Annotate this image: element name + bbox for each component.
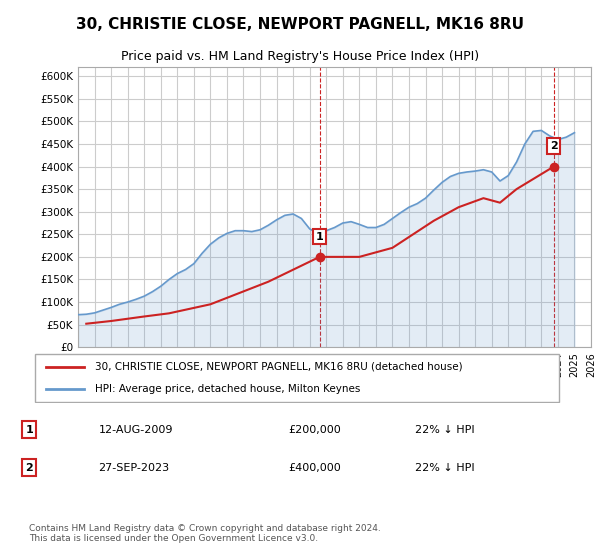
Text: 22% ↓ HPI: 22% ↓ HPI xyxy=(415,424,475,435)
Text: 30, CHRISTIE CLOSE, NEWPORT PAGNELL, MK16 8RU (detached house): 30, CHRISTIE CLOSE, NEWPORT PAGNELL, MK1… xyxy=(95,362,463,372)
Text: Contains HM Land Registry data © Crown copyright and database right 2024.
This d: Contains HM Land Registry data © Crown c… xyxy=(29,524,381,543)
Text: 30, CHRISTIE CLOSE, NEWPORT PAGNELL, MK16 8RU: 30, CHRISTIE CLOSE, NEWPORT PAGNELL, MK1… xyxy=(76,17,524,32)
Text: 2: 2 xyxy=(550,141,557,151)
Text: £200,000: £200,000 xyxy=(289,424,341,435)
Text: 27-SEP-2023: 27-SEP-2023 xyxy=(98,463,170,473)
Text: 2: 2 xyxy=(25,463,33,473)
FancyBboxPatch shape xyxy=(35,354,559,402)
Text: HPI: Average price, detached house, Milton Keynes: HPI: Average price, detached house, Milt… xyxy=(95,384,360,394)
Text: £400,000: £400,000 xyxy=(289,463,341,473)
Text: 22% ↓ HPI: 22% ↓ HPI xyxy=(415,463,475,473)
Text: 1: 1 xyxy=(25,424,33,435)
Text: 1: 1 xyxy=(316,231,323,241)
Text: 12-AUG-2009: 12-AUG-2009 xyxy=(98,424,173,435)
Text: Price paid vs. HM Land Registry's House Price Index (HPI): Price paid vs. HM Land Registry's House … xyxy=(121,50,479,63)
